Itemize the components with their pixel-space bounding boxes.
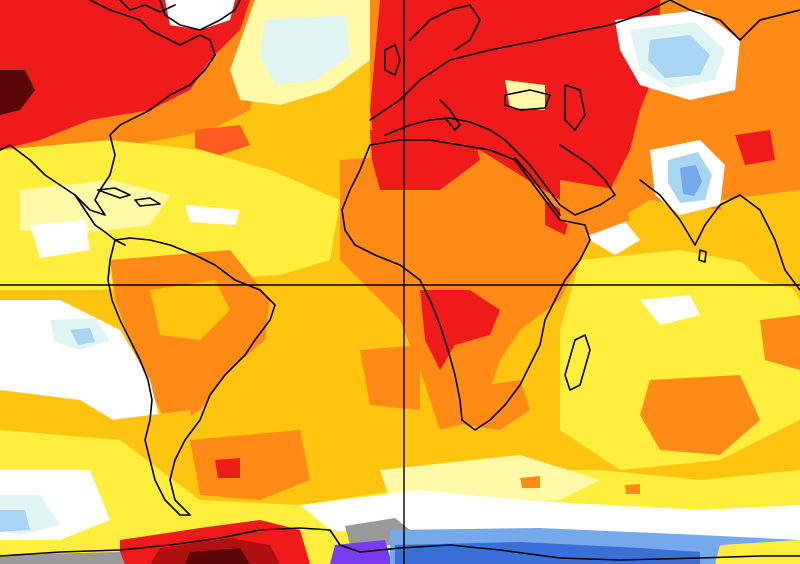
- coastline-southeast-asia: [739, 194, 800, 291]
- coastline-hispaniola: [134, 197, 161, 207]
- anomaly-region-asia-redspot: [735, 130, 775, 165]
- anomaly-region-south-atlantic-orange: [190, 430, 310, 500]
- anomaly-region-south-atlantic-redspot: [215, 458, 240, 478]
- coastline-africa: [341, 139, 591, 431]
- anomaly-region-weddell-maroon: [185, 548, 250, 564]
- coastline-british-isles: [384, 44, 401, 76]
- anomaly-region-asia-gold-east: [720, 190, 800, 290]
- coastline-sri-lanka: [698, 249, 707, 263]
- coastline-asia-north: [669, 0, 800, 41]
- anomaly-region-greenland-white: [165, 0, 235, 30]
- anomaly-region-caribbean-yellow: [0, 140, 340, 290]
- coastline-italy: [439, 99, 461, 131]
- coastline-mediterranean: [384, 117, 516, 151]
- anomaly-region-amazon-gold: [150, 280, 230, 340]
- anomaly-region-canada-max: [0, 70, 35, 115]
- anomaly-region-southeast-pacific-white: [0, 300, 160, 430]
- anomaly-region-antarctic-missing-west: [0, 552, 125, 564]
- anomaly-region-antarctic-yellow-east: [715, 540, 800, 564]
- coastline-india: [639, 179, 741, 246]
- coastline-south-america: [107, 237, 276, 516]
- anomaly-region-north-america: [0, 0, 250, 150]
- anomaly-region-southeast-pacific-blue: [70, 328, 95, 345]
- anomaly-region-south-atlantic-orange-2: [360, 345, 420, 410]
- coastline-arabia: [514, 144, 616, 216]
- anomaly-region-siberia-blue: [648, 35, 710, 78]
- anomaly-region-congo-red: [420, 290, 500, 370]
- anomaly-region-atlantic-redspot: [195, 125, 250, 155]
- anomaly-region-east-europe-yellow: [505, 80, 545, 110]
- coastline-red-sea: [514, 157, 561, 216]
- coastline-caspian: [564, 84, 586, 131]
- anomaly-region-southern-ocean-orange-spot: [520, 476, 540, 488]
- coastline-europe: [369, 0, 671, 121]
- anomaly-region-indian-ocean-orange-2: [760, 315, 800, 370]
- coastline-central-america: [74, 194, 126, 246]
- coastline-north-america: [0, 0, 216, 216]
- anomaly-region-sahara-red: [370, 120, 480, 190]
- coastline-black-sea: [504, 89, 551, 111]
- coastline-antarctica: [0, 527, 800, 561]
- anomaly-region-pacific-white-north: [30, 220, 90, 258]
- anomaly-region-north-atlantic-cyan: [260, 15, 350, 85]
- coastline-greenland: [159, 0, 241, 31]
- coastline-madagascar: [564, 334, 591, 391]
- anomaly-region-caribbean-whitespot: [185, 205, 240, 225]
- coastline-scandinavia: [409, 4, 481, 51]
- coastline-cuba: [97, 187, 131, 199]
- coastline-hudson-bay: [119, 0, 176, 13]
- anomaly-region-indian-ocean-orange: [640, 375, 760, 455]
- anomaly-region-southern-ocean-blue-west: [0, 510, 30, 532]
- anomaly-region-southern-ocean-orange-spot-2: [625, 484, 640, 494]
- anomaly-region-south-africa-orange: [455, 380, 530, 430]
- anomaly-region-central-asia-bluecore: [680, 165, 702, 196]
- anomaly-region-caribbean-paleyellow: [20, 180, 170, 235]
- anomaly-region-indian-ocean-white: [640, 295, 700, 325]
